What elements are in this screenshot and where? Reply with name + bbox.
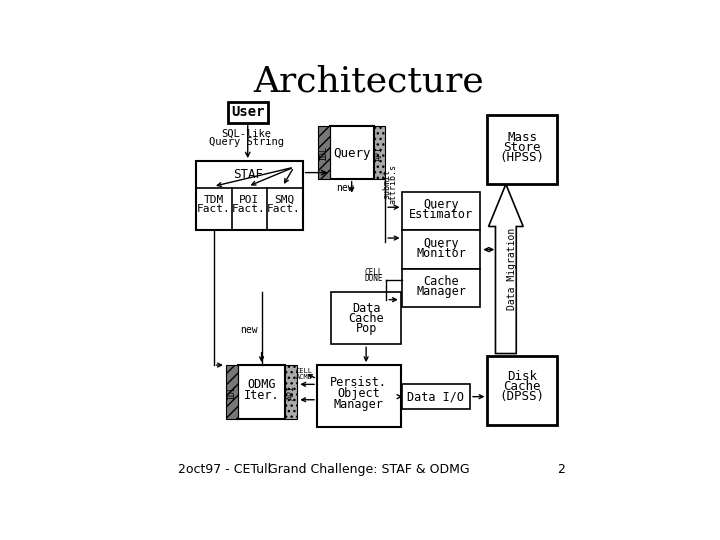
Text: API: API	[375, 146, 384, 161]
Polygon shape	[489, 184, 523, 354]
Text: new: new	[336, 183, 354, 193]
Text: Persist.: Persist.	[330, 376, 387, 389]
Bar	[330, 126, 374, 179]
Text: IDL: IDL	[320, 146, 328, 161]
Text: Object: Object	[337, 387, 380, 400]
Bar	[402, 384, 470, 409]
Text: Query: Query	[333, 147, 370, 160]
Text: submit: submit	[382, 169, 391, 199]
Text: DONE: DONE	[364, 274, 383, 284]
Text: Query: Query	[423, 237, 459, 250]
Text: Cache: Cache	[503, 380, 541, 393]
Bar	[318, 126, 330, 179]
Bar	[226, 365, 238, 419]
Bar	[228, 102, 268, 123]
Text: Cache: Cache	[423, 275, 459, 288]
Text: Estimator: Estimator	[409, 208, 473, 221]
Bar	[196, 161, 302, 231]
Text: API: API	[287, 384, 295, 400]
Bar	[402, 231, 480, 269]
Text: Grand Challenge: STAF & ODMG: Grand Challenge: STAF & ODMG	[268, 463, 470, 476]
Text: POI: POI	[239, 194, 259, 205]
Text: SQL-like: SQL-like	[222, 129, 271, 139]
Text: CELL: CELL	[364, 268, 383, 277]
Text: Fact.: Fact.	[232, 204, 266, 214]
Text: Architecture: Architecture	[253, 65, 485, 99]
Bar	[487, 115, 557, 184]
Text: Cache: Cache	[348, 313, 384, 326]
Text: attrib.s: attrib.s	[388, 164, 397, 204]
Text: Pop: Pop	[356, 322, 377, 335]
Text: ACMD: ACMD	[296, 374, 312, 380]
Text: Fact.: Fact.	[197, 204, 230, 214]
Bar	[402, 192, 480, 231]
Text: IDL: IDL	[227, 384, 236, 400]
Text: Query String: Query String	[209, 137, 284, 147]
Text: Query: Query	[423, 198, 459, 212]
Bar	[487, 356, 557, 425]
Text: Store: Store	[503, 141, 541, 154]
Bar	[331, 292, 401, 345]
Bar	[374, 126, 385, 179]
Text: 2: 2	[557, 463, 565, 476]
Text: User: User	[231, 105, 264, 119]
Bar	[317, 365, 401, 427]
Text: Iter.: Iter.	[244, 389, 279, 402]
Bar	[402, 269, 480, 307]
Text: TDM: TDM	[204, 194, 224, 205]
Text: Monitor: Monitor	[416, 247, 466, 260]
Text: SMQ: SMQ	[274, 194, 294, 205]
Text: Disk: Disk	[507, 370, 537, 383]
Text: (HPSS): (HPSS)	[500, 151, 544, 165]
Bar	[238, 365, 285, 419]
Bar	[285, 365, 297, 419]
Text: Data: Data	[352, 302, 380, 315]
Text: 2oct97 - CETull: 2oct97 - CETull	[179, 463, 271, 476]
Text: ODMG: ODMG	[248, 378, 276, 391]
Text: STAF: STAF	[233, 168, 263, 181]
Text: Mass: Mass	[507, 131, 537, 144]
Text: new: new	[240, 326, 258, 335]
Text: Data I/O: Data I/O	[408, 390, 464, 403]
Text: CELL: CELL	[296, 368, 312, 374]
Text: Manager: Manager	[416, 286, 466, 299]
Text: Manager: Manager	[333, 398, 384, 411]
Text: Fact.: Fact.	[267, 204, 301, 214]
Text: Data Migration: Data Migration	[507, 228, 517, 310]
Text: (DPSS): (DPSS)	[500, 390, 544, 403]
